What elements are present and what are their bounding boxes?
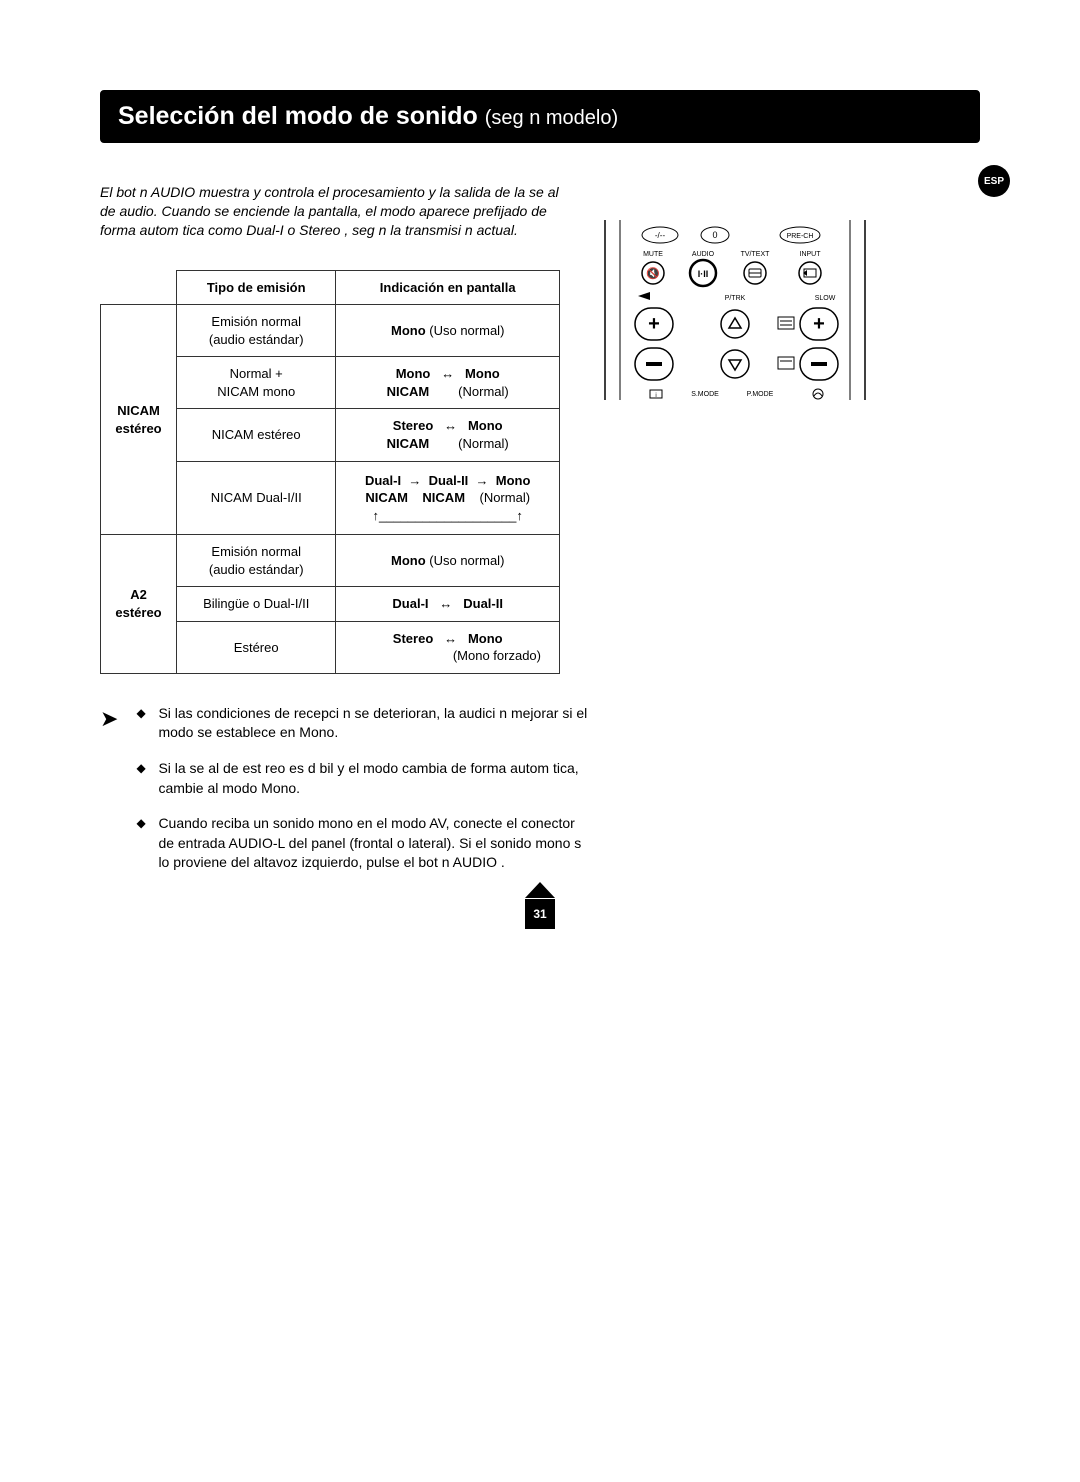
title-main: Selección del modo de sonido xyxy=(118,102,478,130)
cell-text: Mono xyxy=(391,323,426,338)
arrow-icon: → xyxy=(408,473,421,488)
cell-text: Dual-II xyxy=(429,473,469,488)
pointer-icon: ➤ xyxy=(100,704,118,889)
cell-text: Mono xyxy=(391,553,426,568)
row-cell: Emisión normal (audio estándar) xyxy=(177,535,336,587)
svg-text:+: + xyxy=(648,313,660,335)
cell-text: Mono xyxy=(468,418,503,433)
cell-text: NICAM xyxy=(365,490,408,505)
cell-text: Normal + xyxy=(230,366,283,381)
language-badge: ESP xyxy=(978,165,1010,197)
row-cell: Estéreo xyxy=(177,621,336,673)
cell-text: Dual-I xyxy=(392,596,428,611)
col-header-indication: Indicación en pantalla xyxy=(336,270,560,305)
cell-text: (Uso normal) xyxy=(426,323,505,338)
arrow-icon: → xyxy=(476,473,489,488)
note-item: Cuando reciba un sonido mono en el modo … xyxy=(136,814,590,873)
btn-audio: I·II xyxy=(698,269,709,279)
svg-text:i: i xyxy=(655,393,656,399)
col-header-emission: Tipo de emisión xyxy=(177,270,336,305)
cell-text: NICAM xyxy=(387,436,430,451)
row-cell: Stereo ↔ Mono (Mono forzado) xyxy=(336,621,560,673)
row-cell: Emisión normal (audio estándar) xyxy=(177,305,336,357)
row-cell: NICAM estéreo xyxy=(177,409,336,461)
arrow-icon: ↔ xyxy=(444,418,457,433)
group-a2: A2 estéreo xyxy=(101,535,177,674)
svg-text:🔇: 🔇 xyxy=(646,267,660,280)
svg-text:+: + xyxy=(813,313,825,335)
label-mute: MUTE xyxy=(643,251,663,258)
cell-text: NICAM mono xyxy=(217,384,295,399)
cell-text: Mono xyxy=(496,473,531,488)
label-slow: SLOW xyxy=(815,295,836,302)
cell-text: (Normal) xyxy=(479,490,530,505)
page-title: Selección del modo de sonido (seg n mode… xyxy=(100,90,980,143)
cell-text: Emisión normal xyxy=(211,544,301,559)
intro-text: El bot n AUDIO muestra y controla el pro… xyxy=(100,183,570,240)
loop-arrow: ↑___________________↑ xyxy=(373,508,523,523)
label-ptrk: P/TRK xyxy=(725,295,746,302)
cell-text: (audio estándar) xyxy=(209,562,304,577)
cell-text: Dual-II xyxy=(463,596,503,611)
label-input: INPUT xyxy=(800,251,822,258)
notes-block: ➤ Si las condiciones de recepci n se det… xyxy=(100,704,590,889)
label-smode: S.MODE xyxy=(691,391,719,398)
label-pmode: P.MODE xyxy=(747,391,774,398)
btn-prech: PRE-CH xyxy=(787,233,814,240)
row-cell: Mono (Uso normal) xyxy=(336,535,560,587)
arrow-icon: ↔ xyxy=(441,366,454,381)
cell-text: NICAM xyxy=(422,490,465,505)
row-cell: Bilingüe o Dual-I/II xyxy=(177,587,336,622)
cell-text: Stereo xyxy=(393,418,433,433)
audio-mode-table: Tipo de emisión Indicación en pantalla N… xyxy=(100,270,560,674)
cell-text: Mono xyxy=(465,366,500,381)
arrow-icon: ↔ xyxy=(439,596,452,611)
group-nicam: NICAM estéreo xyxy=(101,305,177,535)
remote-diagram: -/-- 0 PRE-CH MUTE AUDIO TV/TEXT INPUT 🔇… xyxy=(600,220,870,403)
row-cell: Stereo ↔ Mono NICAM (Normal) xyxy=(336,409,560,461)
cell-text: (Normal) xyxy=(458,436,509,451)
cell-text: (Normal) xyxy=(458,384,509,399)
cell-text: Dual-I xyxy=(365,473,401,488)
arrow-icon: ↔ xyxy=(444,631,457,646)
row-cell: Normal + NICAM mono xyxy=(177,357,336,409)
row-cell: Dual-I ↔ Dual-II xyxy=(336,587,560,622)
row-cell: NICAM Dual-I/II xyxy=(177,461,336,535)
label-audio: AUDIO xyxy=(692,251,715,258)
title-sub: (seg n modelo) xyxy=(485,107,618,129)
cell-text: (Uso normal) xyxy=(426,553,505,568)
btn-zero: 0 xyxy=(712,230,717,240)
page-number: 31 xyxy=(525,899,555,929)
btn-dashes: -/-- xyxy=(655,231,666,240)
note-item: Si las condiciones de recepci n se deter… xyxy=(136,704,590,743)
label-tvtext: TV/TEXT xyxy=(741,251,771,258)
cell-text: Stereo xyxy=(393,631,433,646)
cell-text: NICAM xyxy=(387,384,430,399)
row-cell: Mono (Uso normal) xyxy=(336,305,560,357)
cell-text: Mono xyxy=(468,631,503,646)
cell-text: Mono xyxy=(396,366,431,381)
cell-text: (Mono forzado) xyxy=(346,647,549,665)
cell-text: Emisión normal xyxy=(211,314,301,329)
row-cell: Dual-I → Dual-II → Mono NICAM NICAM (Nor… xyxy=(336,461,560,535)
cell-text: (audio estándar) xyxy=(209,332,304,347)
page-number-block: 31 xyxy=(525,882,555,929)
note-item: Si la se al de est reo es d bil y el mod… xyxy=(136,759,590,798)
row-cell: Mono ↔ Mono NICAM (Normal) xyxy=(336,357,560,409)
